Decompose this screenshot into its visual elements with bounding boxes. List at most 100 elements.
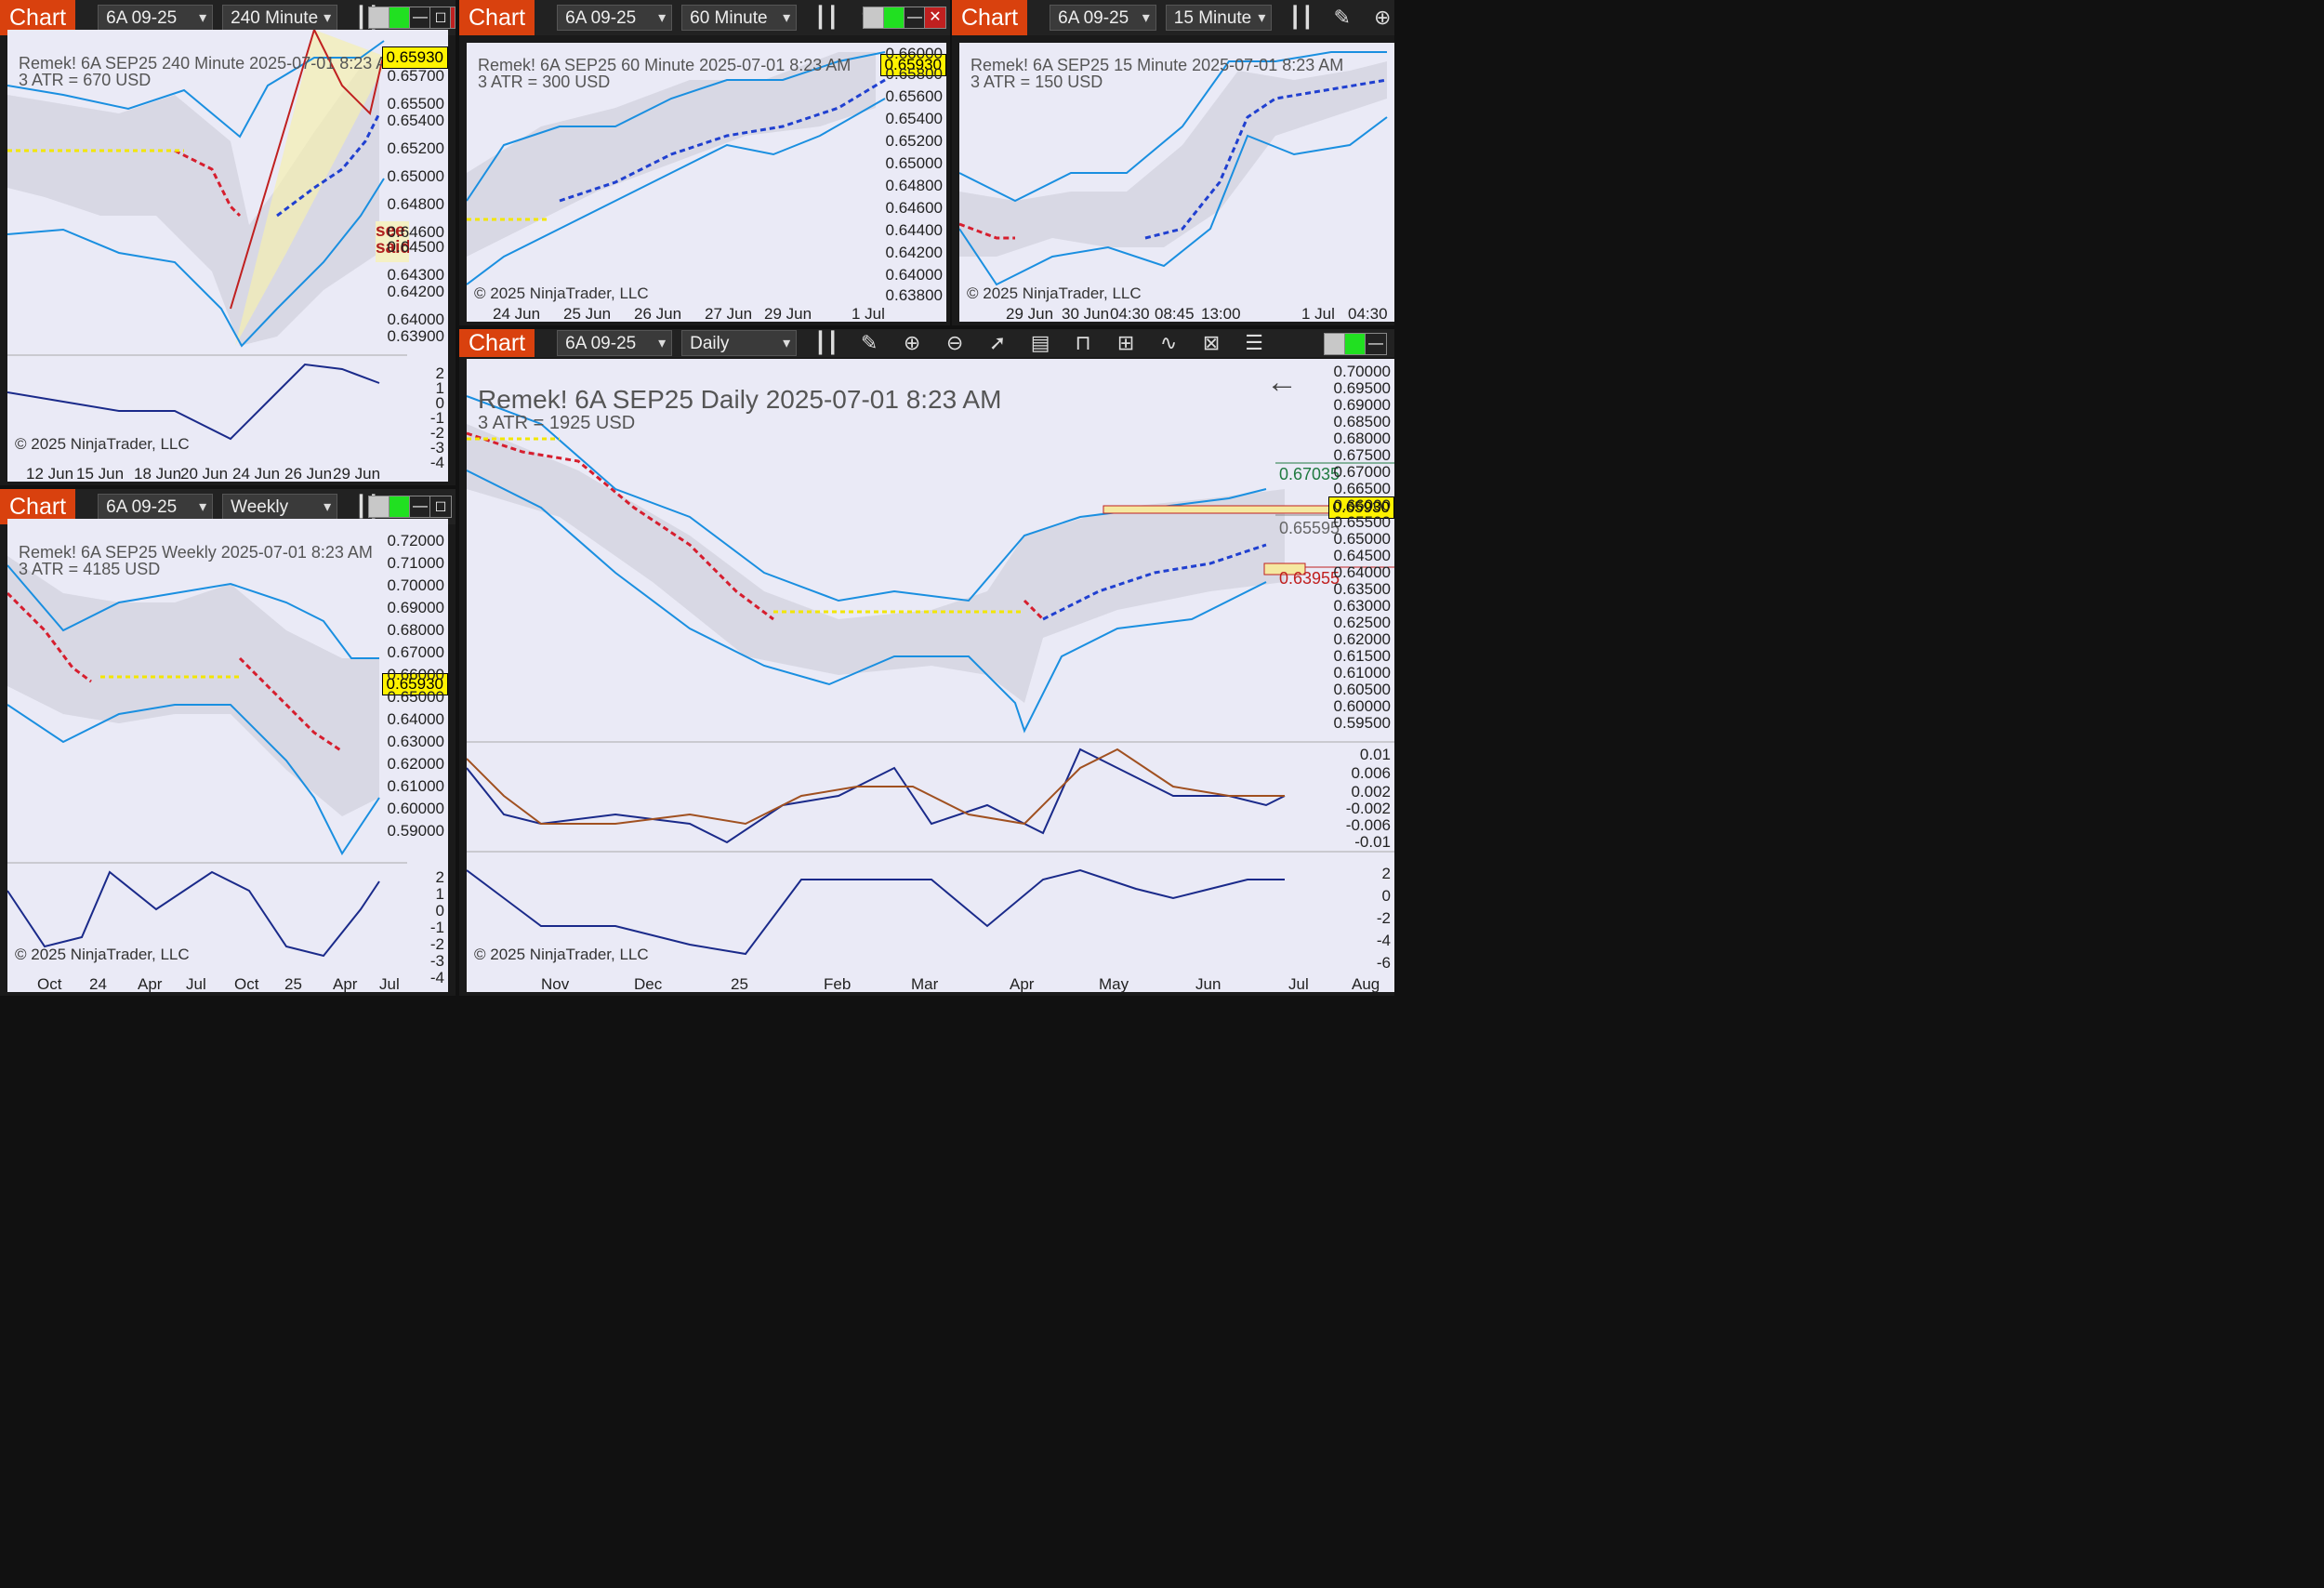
minimize-button[interactable]: —	[904, 7, 926, 29]
ema-up-line	[559, 78, 886, 203]
chart-header: Remek! 6A SEP25 Weekly 2025-07-01 8:23 A…	[19, 543, 373, 562]
x-tick: 25	[284, 975, 302, 993]
osc-axis: 2 1 0 -1 -2 -3 -4	[420, 868, 448, 986]
x-tick: 29 Jun	[333, 465, 381, 483]
bar-type-icon[interactable]: ┃┃	[813, 331, 839, 354]
chart-toolbar: Chart 6A 09-25▾ 240 Minute▾ ┃┃ ▾	[0, 0, 456, 35]
y-tick: 0.61000	[387, 777, 444, 795]
volatility-band	[7, 58, 379, 346]
ema-down-line	[467, 431, 774, 621]
y-tick: -3	[429, 439, 444, 457]
instrument-select[interactable]: 6A 09-25 ▾	[98, 494, 214, 520]
x-tick: 1 Jul	[1301, 305, 1335, 323]
link-green-button[interactable]	[389, 7, 411, 29]
y-tick: 0.65000	[885, 154, 943, 172]
close-button[interactable]: ✕	[924, 7, 946, 29]
draw-pencil-icon[interactable]: ✎	[1333, 6, 1351, 29]
bar-type-icon[interactable]: ┃┃	[813, 6, 839, 29]
properties-icon[interactable]: ⊠	[1202, 331, 1221, 354]
y-tick: 2	[1381, 865, 1391, 882]
instrument-select[interactable]: 6A 09-25 ▾	[557, 5, 673, 31]
instrument-value: 6A 09-25	[106, 8, 178, 28]
y-tick: 0.59500	[1333, 714, 1391, 732]
x-tick: 12 Jun	[26, 465, 74, 483]
interval-select[interactable]: 240 Minute ▾	[222, 5, 338, 31]
link-green-button[interactable]	[1344, 333, 1367, 355]
pointer-icon[interactable]: ➚	[988, 331, 1007, 354]
indicators-icon[interactable]: ∿	[1159, 331, 1178, 354]
interval-select[interactable]: 15 Minute ▾	[1165, 5, 1273, 31]
y-tick: 0.65400	[387, 112, 444, 129]
chart-menu-button[interactable]: Chart	[459, 329, 535, 357]
y-tick: 0.65600	[885, 87, 943, 105]
chart-header: Remek! 6A SEP25 Daily 2025-07-01 8:23 AM	[478, 385, 1002, 414]
chart-plot	[467, 51, 886, 285]
chart-header: Remek! 6A SEP25 240 Minute 2025-07-01 8:…	[19, 54, 402, 73]
chart-plot	[467, 395, 1394, 956]
instrument-select[interactable]: 6A 09-25 ▾	[98, 5, 214, 31]
y-tick: 0.69500	[1333, 379, 1391, 397]
zoom-out-icon[interactable]: ⊖	[945, 331, 964, 354]
x-tick: 24	[89, 975, 107, 993]
chevron-down-icon: ▾	[199, 499, 207, 515]
interval-value: Weekly	[231, 497, 289, 517]
chart-menu-button[interactable]: Chart	[0, 489, 76, 524]
atr-label: 3 ATR = 670 USD	[19, 71, 152, 89]
templates-icon[interactable]: ⊓	[1075, 331, 1091, 354]
link-green-button[interactable]	[389, 496, 411, 518]
chart-menu-button[interactable]: Chart	[459, 0, 535, 35]
x-tick: Nov	[541, 975, 570, 993]
draw-pencil-icon[interactable]: ✎	[860, 331, 878, 354]
interval-select[interactable]: Weekly ▾	[222, 494, 338, 520]
zoom-in-icon[interactable]: ⊕	[903, 331, 921, 354]
interval-value: 60 Minute	[690, 8, 768, 28]
y-tick: -0.002	[1345, 800, 1391, 817]
y-tick: 0.64600	[885, 199, 943, 217]
x-tick: Feb	[824, 975, 852, 993]
x-tick: 15 Jun	[76, 465, 125, 483]
link-color-button[interactable]	[863, 7, 885, 29]
maximize-button[interactable]: ☐	[429, 7, 452, 29]
bar-type-icon[interactable]: ┃┃	[1288, 6, 1314, 29]
chart-menu-button[interactable]: Chart	[0, 0, 76, 35]
link-color-button[interactable]	[368, 496, 390, 518]
close-button[interactable]	[450, 7, 456, 29]
link-green-button[interactable]	[883, 7, 905, 29]
level-label-high: 0.67035	[1279, 465, 1340, 483]
minimize-button[interactable]: —	[409, 496, 431, 518]
instrument-select[interactable]: 6A 09-25 ▾	[557, 330, 673, 356]
y-tick: -0.006	[1345, 816, 1391, 834]
ema-down-line	[238, 656, 343, 753]
x-tick: 04:30	[1110, 305, 1150, 323]
chart-plot	[7, 30, 407, 441]
x-tick: Apr	[138, 975, 163, 993]
ema-down-line	[959, 222, 1015, 240]
link-color-button[interactable]	[368, 7, 390, 29]
volatility-band	[959, 61, 1387, 257]
y-tick: 0.63000	[387, 733, 444, 750]
chart-window-60min: Chart 6A 09-25▾ 60 Minute▾ ┃┃ ✎ ▾ — ✕ Re…	[459, 0, 950, 325]
maximize-button[interactable]: ☐	[429, 496, 452, 518]
list-icon[interactable]: ☰	[1245, 331, 1263, 354]
instrument-select[interactable]: 6A 09-25 ▾	[1050, 5, 1156, 31]
x-tick: 08:45	[1155, 305, 1195, 323]
atr-label: 3 ATR = 300 USD	[478, 73, 611, 91]
minimize-button[interactable]: —	[1365, 333, 1387, 355]
zoom-in-icon[interactable]: ⊕	[1374, 6, 1392, 29]
chart-menu-button[interactable]: Chart	[952, 0, 1028, 35]
data-box-icon[interactable]: ▤	[1030, 331, 1050, 354]
minimize-button[interactable]: —	[409, 7, 431, 29]
last-price-tag: 0.65930	[381, 46, 448, 69]
support-zone	[1263, 562, 1306, 576]
y-tick: 0.62000	[387, 755, 444, 773]
x-tick: May	[1099, 975, 1129, 993]
back-arrow-icon[interactable]: ←	[1266, 364, 1298, 400]
interval-select[interactable]: 60 Minute ▾	[681, 5, 798, 31]
interval-value: 15 Minute	[1173, 8, 1252, 28]
y-tick: -1	[429, 919, 444, 936]
link-color-button[interactable]	[1324, 333, 1346, 355]
strategies-icon[interactable]: ⊞	[1116, 331, 1135, 354]
x-tick: Aug	[1352, 975, 1380, 993]
x-tick: Apr	[333, 975, 358, 993]
interval-select[interactable]: Daily ▾	[681, 330, 798, 356]
